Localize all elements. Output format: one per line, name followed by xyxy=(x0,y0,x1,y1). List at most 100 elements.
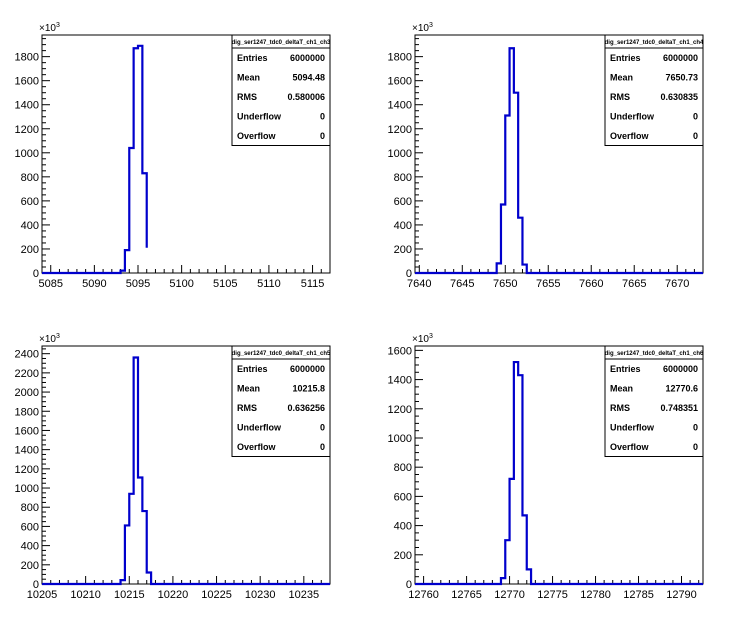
y-tick-label: 200 xyxy=(21,244,39,256)
stats-box-frame xyxy=(231,345,331,457)
y-tick-label: 400 xyxy=(394,521,412,533)
x-tick-label: 5100 xyxy=(169,278,193,290)
histogram-bin xyxy=(121,271,125,273)
stats-label: Entries xyxy=(610,364,641,374)
y-tick-label: 400 xyxy=(394,220,412,232)
stats-value: 0 xyxy=(693,422,698,432)
histogram-panel-4: 12760 12765 12770 12775 12780 12785 12790 0 200 4… xyxy=(388,333,705,601)
y-tick-label: 1400 xyxy=(15,100,39,112)
y-exponent-label: ×103 xyxy=(39,22,60,34)
histogram-outline xyxy=(42,356,330,586)
y-tick-label: 1200 xyxy=(388,124,412,136)
y-exponent-power: 3 xyxy=(56,22,60,29)
x-tick-label: 5115 xyxy=(301,278,325,290)
histogram-outline xyxy=(42,44,148,275)
y-tick-label: 1600 xyxy=(388,345,412,357)
y-exponent-label: ×103 xyxy=(412,333,433,345)
histogram-bin xyxy=(527,569,531,584)
x-tick-label: 5110 xyxy=(257,278,281,290)
histogram-bin xyxy=(125,250,129,273)
x-tick-label: 12765 xyxy=(451,589,482,601)
y-tick-label: 1600 xyxy=(15,76,39,88)
stats-value: 6000000 xyxy=(663,53,698,63)
stats-value: 0 xyxy=(320,422,325,432)
histogram-bin xyxy=(522,265,526,273)
y-tick-label: 1800 xyxy=(15,406,39,418)
plot-frame xyxy=(41,34,331,274)
x-tick-label: 10225 xyxy=(201,589,232,601)
stats-value: 0 xyxy=(693,442,698,452)
y-tick-label: 600 xyxy=(394,196,412,208)
stats-value: 0.748351 xyxy=(660,403,698,413)
x-tick-label: 12775 xyxy=(537,589,568,601)
x-tick-label: 12780 xyxy=(580,589,611,601)
histogram-bin xyxy=(501,204,505,273)
y-tick-label: 1400 xyxy=(388,100,412,112)
y-exponent-label: ×103 xyxy=(39,333,60,345)
histogram-bin xyxy=(518,218,522,273)
histogram-bin xyxy=(522,515,526,584)
stats-label: Overflow xyxy=(610,442,650,452)
stats-box-frame xyxy=(604,34,704,146)
x-tick-label: 5105 xyxy=(213,278,237,290)
stats-label: Underflow xyxy=(610,422,655,432)
y-tick-label: 600 xyxy=(21,521,39,533)
y-tick-label: 1200 xyxy=(15,124,39,136)
x-tick-label: 5095 xyxy=(126,278,150,290)
stats-label: RMS xyxy=(237,403,257,413)
y-tick-label: 1000 xyxy=(388,148,412,160)
histogram-bin xyxy=(514,93,518,273)
histogram-bin xyxy=(518,375,522,584)
stats-box-title: dig_ser1247_tdc0_deltaT_ch1_ch6 xyxy=(605,351,704,357)
y-tick-label: 200 xyxy=(394,550,412,562)
x-tick-label: 7655 xyxy=(536,278,560,290)
stats-box: dig_ser1247_tdc0_deltaT_ch1_ch3 Entries 60… xyxy=(231,34,331,146)
histogram-bin xyxy=(138,477,142,584)
y-exponent-power: 3 xyxy=(56,333,60,340)
stats-label: Mean xyxy=(610,383,633,393)
stats-label: RMS xyxy=(237,92,257,102)
x-tick-label: 10215 xyxy=(114,589,145,601)
x-tick-label: 10230 xyxy=(245,589,276,601)
stats-box-frame xyxy=(604,345,704,457)
y-tick-label: 0 xyxy=(33,268,39,280)
histogram-bin xyxy=(142,173,146,273)
x-tick-label: 10235 xyxy=(289,589,320,601)
histogram-bin xyxy=(142,511,146,584)
histogram-bin xyxy=(129,148,133,273)
y-tick-label: 0 xyxy=(33,579,39,591)
y-tick-label: 600 xyxy=(394,491,412,503)
x-tick-label: 7640 xyxy=(407,278,431,290)
stats-value: 6000000 xyxy=(290,364,325,374)
x-tick-label: 10210 xyxy=(70,589,101,601)
stats-box-title: dig_ser1247_tdc0_deltaT_ch1_ch3 xyxy=(232,40,331,46)
y-tick-label: 1200 xyxy=(388,404,412,416)
stats-label: Overflow xyxy=(610,131,650,141)
stats-label: Underflow xyxy=(237,111,282,121)
stats-label: Underflow xyxy=(610,111,655,121)
histogram-bin xyxy=(497,263,501,273)
histogram-outline xyxy=(415,47,703,275)
y-tick-label: 800 xyxy=(21,172,39,184)
histogram-bin xyxy=(505,116,509,273)
histogram-bin xyxy=(129,494,133,584)
x-tick-label: 7650 xyxy=(493,278,517,290)
stats-label: Entries xyxy=(610,53,641,63)
x-tick-label: 12770 xyxy=(494,589,525,601)
histogram-bin xyxy=(121,580,125,584)
y-tick-label: 1000 xyxy=(15,483,39,495)
x-tick-label: 5085 xyxy=(38,278,62,290)
stats-value: 0 xyxy=(320,131,325,141)
y-tick-label: 800 xyxy=(21,502,39,514)
x-tick-label: 10205 xyxy=(27,589,58,601)
histogram-bin xyxy=(134,358,138,584)
y-tick-label: 600 xyxy=(21,196,39,208)
y-tick-label: 200 xyxy=(21,560,39,572)
stats-value: 0 xyxy=(693,131,698,141)
y-tick-label: 1600 xyxy=(15,425,39,437)
stats-box: dig_ser1247_tdc0_deltaT_ch1_ch6 Entries 60… xyxy=(604,345,704,457)
stats-box-title: dig_ser1247_tdc0_deltaT_ch1_ch5 xyxy=(232,351,331,357)
y-exponent-power: 3 xyxy=(429,333,433,340)
stats-label: Overflow xyxy=(237,131,277,141)
